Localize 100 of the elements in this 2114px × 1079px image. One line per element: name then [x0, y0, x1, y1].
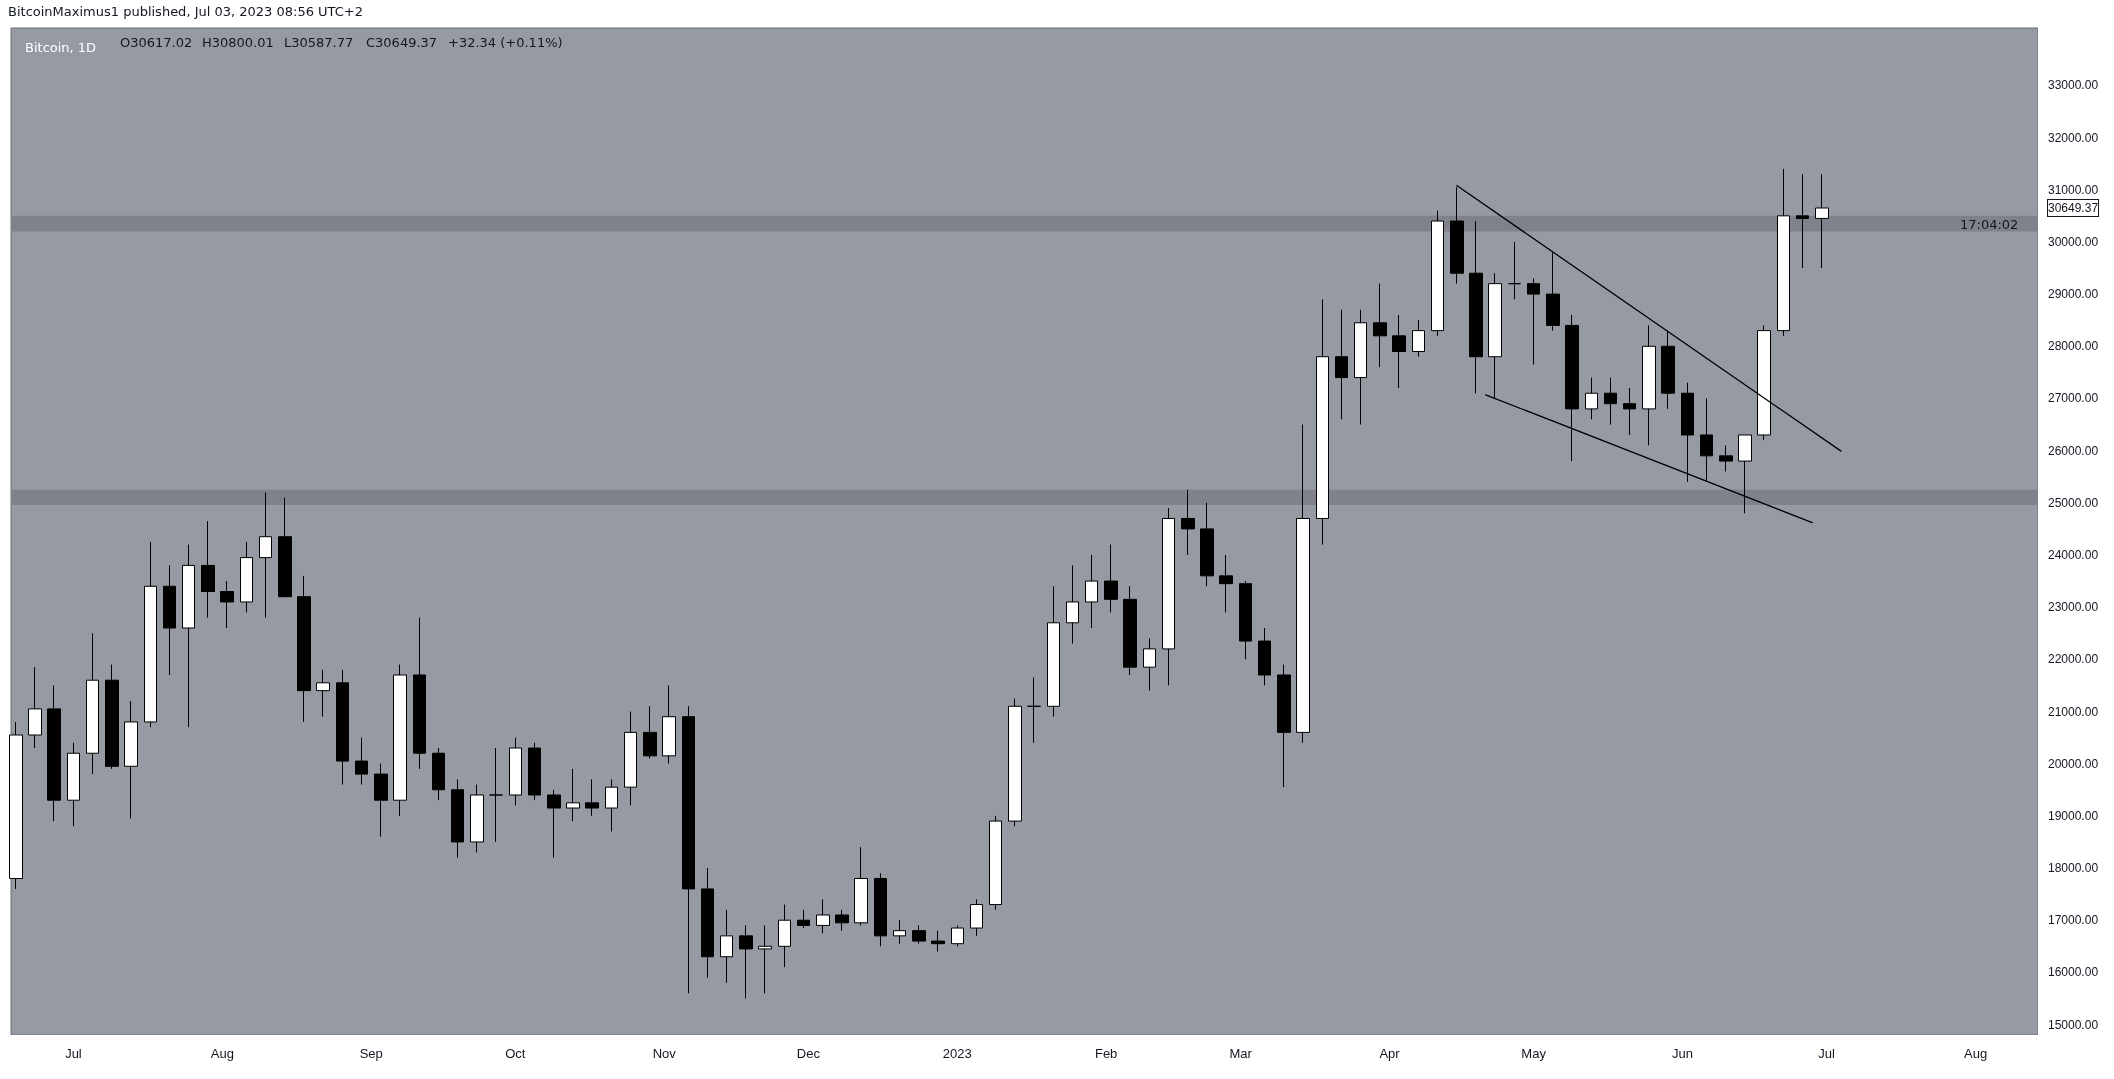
candlestick: [47, 684, 61, 822]
candlestick: [528, 742, 541, 801]
x-tick-label: Aug: [1963, 1046, 1988, 1061]
x-tick-label: Jul: [65, 1046, 82, 1061]
y-tick-label: 22000.00: [2048, 652, 2099, 667]
candlestick: [1412, 319, 1425, 358]
candlestick: [1200, 502, 1214, 587]
x-tick-label: May: [1521, 1046, 1547, 1061]
x-tick-label: Jul: [1818, 1046, 1836, 1061]
candlestick: [1085, 554, 1098, 629]
x-tick-label: Sep: [359, 1046, 383, 1061]
candlestick: [1373, 283, 1387, 368]
candlestick: [1277, 664, 1291, 788]
candlestick: [854, 846, 868, 926]
candlestick: [144, 541, 157, 728]
y-tick-label: 17000.00: [2048, 913, 2099, 928]
x-tick-label: Jun: [1672, 1046, 1694, 1061]
x-tick-label: Oct: [505, 1046, 526, 1061]
candlestick: [1143, 637, 1156, 692]
candlestick: [1392, 314, 1406, 389]
candlestick: [1623, 387, 1636, 436]
candlestick: [1162, 507, 1175, 686]
candlestick: [1008, 697, 1022, 827]
candlestick: [1757, 324, 1771, 441]
annotation: L30587.77: [284, 35, 354, 50]
y-tick-label: 32000.00: [2048, 130, 2099, 145]
candlestick: [470, 784, 484, 853]
candlestick: [585, 778, 599, 817]
y-tick-label: 25000.00: [2048, 495, 2099, 510]
candlestick: [547, 789, 561, 859]
candlestick: [28, 666, 42, 749]
candlestick: [912, 924, 926, 945]
y-tick-label: 27000.00: [2048, 391, 2099, 406]
candlestick: [624, 711, 637, 806]
text: BitcoinMaximus1 published, Jul 03, 2023 08:56 UTC+2: [8, 4, 364, 19]
candlestick: [451, 778, 464, 859]
y-tick-label: 19000.00: [2048, 808, 2099, 823]
candlestick: [163, 564, 176, 676]
candlestick: [1296, 424, 1310, 744]
x-tick-label: Nov: [652, 1046, 677, 1061]
candlestick: [816, 898, 830, 934]
candlestick: [124, 700, 138, 819]
candlestick: [1796, 173, 1809, 269]
candlestick: [1508, 241, 1521, 300]
candlestick: [1661, 330, 1675, 410]
candlestick: [1181, 489, 1195, 556]
candlestick: [1777, 168, 1790, 337]
candlestick: [605, 778, 618, 833]
candlestick: [682, 705, 695, 994]
candlestick: [1258, 627, 1271, 686]
candlestick: [182, 544, 195, 728]
candlestick: [758, 924, 772, 994]
candlestick: [1815, 173, 1829, 269]
x-tick-label: Apr: [1379, 1046, 1401, 1061]
candlestick: [1738, 434, 1752, 514]
candlestick: [1123, 585, 1137, 676]
candlestick: [778, 904, 791, 968]
y-tick-label: 21000.00: [2048, 704, 2099, 719]
annotation: 17:04:02: [1960, 217, 2019, 233]
x-tick-label: Aug: [210, 1046, 234, 1061]
y-tick-label: 30649.37: [2048, 201, 2099, 216]
candlestick: [1335, 309, 1348, 420]
candlestick: [720, 909, 733, 984]
annotation: H30800.01: [202, 35, 274, 50]
candlestick: [1027, 677, 1041, 744]
candlestick: [931, 930, 945, 953]
candlestick: [1585, 377, 1598, 420]
candlestick: [1700, 397, 1713, 483]
candlestick: [1527, 277, 1540, 366]
candlestick: [316, 669, 330, 718]
candlestick: [240, 541, 253, 613]
candlestick: [1546, 251, 1560, 332]
y-tick-label: 26000.00: [2048, 443, 2099, 458]
candlestick: [701, 867, 714, 979]
x-tick-label: 2023: [942, 1046, 972, 1061]
candlestick: [1604, 377, 1617, 426]
y-tick-label: 33000.00: [2048, 78, 2099, 93]
candlestick: [1354, 309, 1367, 426]
candlestick: [1239, 580, 1252, 660]
candlestick: [797, 909, 810, 929]
candlestick: [970, 898, 983, 937]
candlestick: [297, 575, 311, 723]
candlestick: [1469, 220, 1483, 394]
candlestick: [489, 747, 503, 843]
y-tick-label: 28000.00: [2048, 339, 2099, 354]
y-tick-label: 16000.00: [2048, 965, 2099, 980]
candlestick: [105, 664, 119, 770]
annotation: O30617.02: [120, 35, 193, 50]
candlestick: [355, 737, 368, 786]
candlestick: [1431, 210, 1444, 337]
x-tick-label: Feb: [1094, 1046, 1118, 1061]
candlestick: [220, 580, 234, 629]
x-tick-label: Mar: [1229, 1046, 1253, 1061]
candlestick: [1642, 324, 1656, 446]
candlestick: [1316, 298, 1329, 546]
candlestick: [413, 617, 426, 770]
candlestick: [1719, 444, 1733, 472]
candlestick: [566, 768, 580, 822]
candlestick: [643, 705, 657, 759]
candlestick: [374, 763, 388, 838]
